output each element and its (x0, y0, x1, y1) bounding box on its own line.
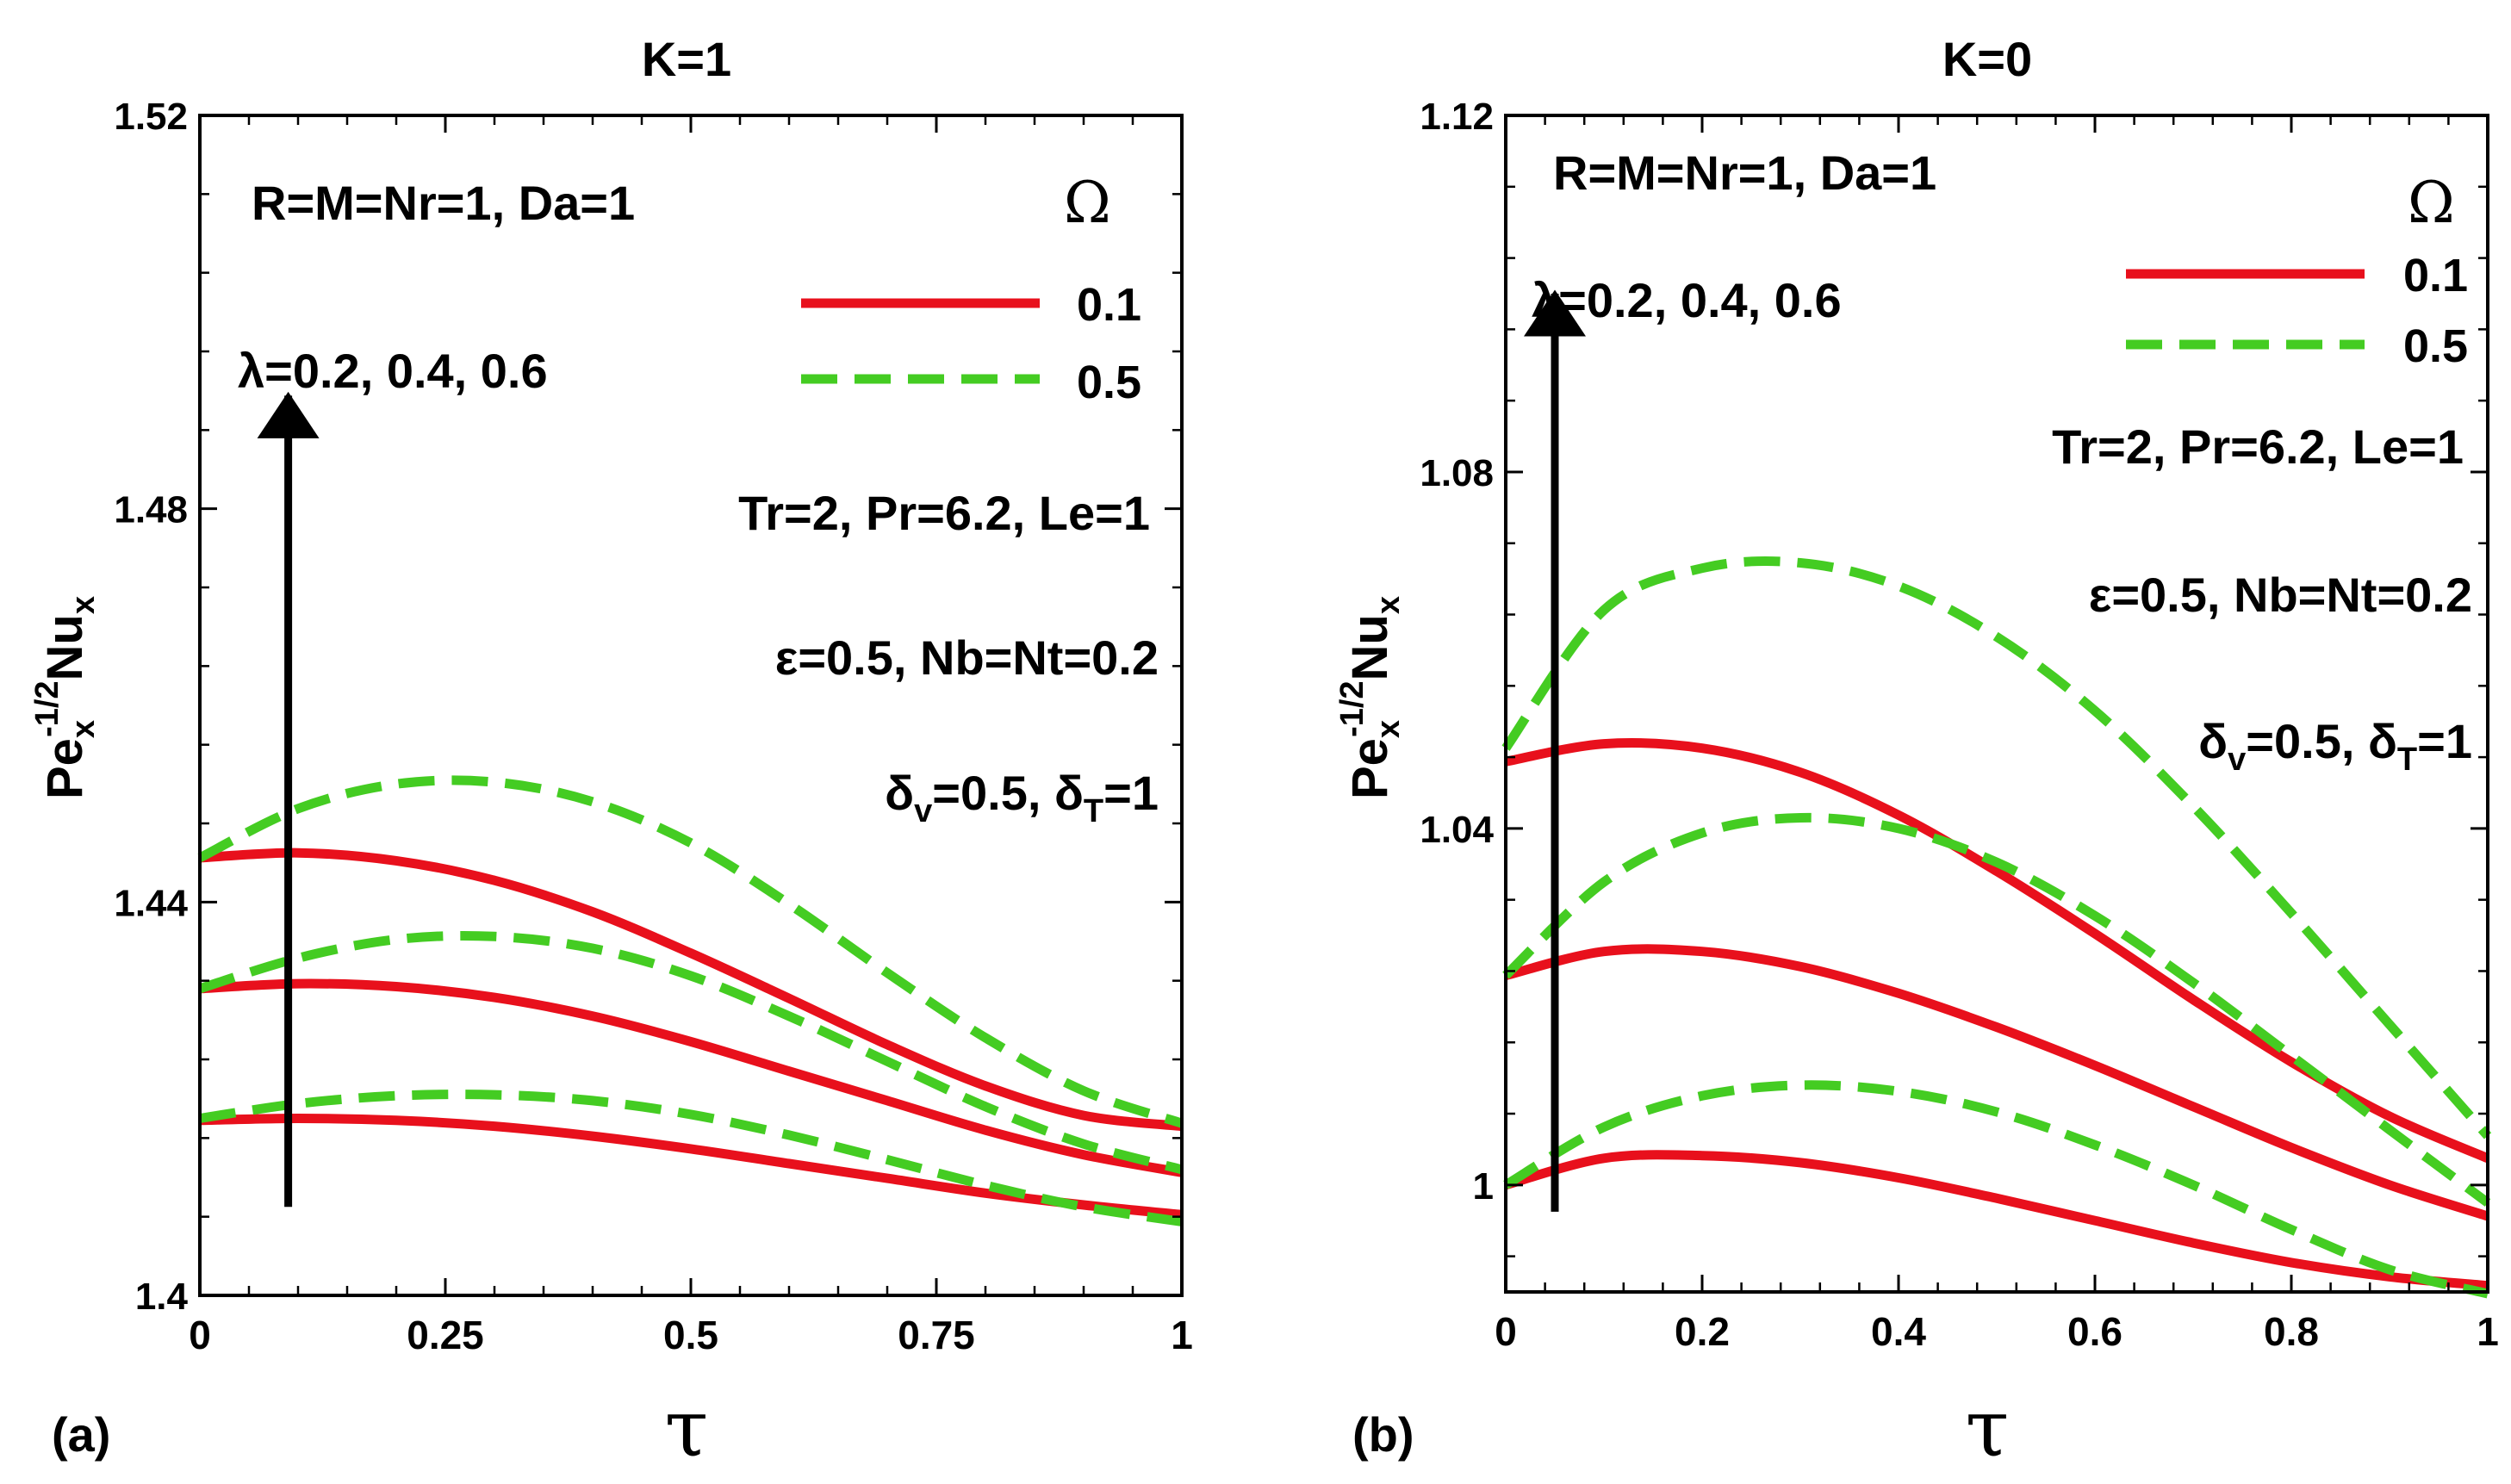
series-line-omega-0-5-lambda-0-6 (197, 775, 1184, 1128)
ylabel-sub-x: x (65, 720, 102, 738)
panel-b-annotation-delta: δv=0.5, δT=1 (2198, 714, 2472, 778)
ylabel-sub-x2: x (65, 596, 102, 614)
ylabel-nu: Nu (1342, 614, 1398, 680)
panel-a-legend-label-0-1: 0.1 (1077, 279, 1141, 331)
x-tick-label: 0.6 (2067, 1309, 2123, 1354)
panel-a-series (197, 775, 1184, 1226)
y-tick-label: 1 (1473, 1165, 1494, 1208)
delta-t-value: =1 (2417, 714, 2472, 768)
delta-t-sub: T (2397, 742, 2417, 778)
series-line-omega-0-1-lambda-0-4 (199, 978, 1183, 1177)
panel-b: 0 0.2 0.4 0.6 0.8 1 1 1.04 1.08 1.12 K=0 (b) τ Pe… (1334, 32, 2499, 1475)
panel-a-ylabel: Pex-1/2Nux (29, 596, 102, 799)
panel-a-label: (a) (52, 1407, 110, 1462)
ylabel-sub-x2: x (1370, 596, 1407, 614)
panel-b-plot-frame (1504, 114, 2489, 1294)
series-line-omega-0-1-lambda-0-6 (1504, 738, 2490, 1163)
panel-b-label: (b) (1352, 1407, 1414, 1462)
panel-a-title: K=1 (642, 32, 731, 86)
y-tick-label: 1.08 (1420, 452, 1494, 494)
series-line-omega-0-5-lambda-0-2 (1503, 1080, 2489, 1299)
x-tick-label: 0 (1495, 1309, 1517, 1354)
series-line-omega-0-1-lambda-0-2 (1504, 1150, 2489, 1291)
panel-a-ticks: 0 0.25 0.5 0.75 1 1.4 1.44 1.48 1.52 (114, 96, 1192, 1357)
panel-a-xlabel: τ (665, 1382, 709, 1475)
x-tick-label: 0.5 (663, 1313, 718, 1357)
series-line-omega-0-1-lambda-0-6 (199, 848, 1183, 1132)
panel-a-legend-title: Ω (1064, 170, 1111, 236)
panel-b-annotation-eps: ε=0.5, Nb=Nt=0.2 (2089, 568, 2472, 622)
delta-t-symbol: δ (2368, 714, 2397, 768)
y-tick-label: 1.4 (135, 1276, 189, 1318)
panel-b-ylabel: Pex-1/2Nux (1334, 596, 1407, 799)
panel-b-annotation-params2: Tr=2, Pr=6.2, Le=1 (2052, 419, 2464, 474)
x-tick-label: 0.8 (2264, 1309, 2319, 1354)
panel-a-annotation-params2: Tr=2, Pr=6.2, Le=1 (738, 486, 1150, 540)
panel-a-annotation-delta: δv=0.5, δT=1 (885, 766, 1159, 829)
panel-a-legend-label-0-5: 0.5 (1077, 357, 1141, 408)
delta-t-value: =1 (1103, 766, 1159, 820)
ylabel-sup: -1/2 (1334, 680, 1370, 736)
panel-a-annotation-params1: R=M=Nr=1, Da=1 (252, 176, 635, 230)
delta-v-symbol: δ (885, 766, 914, 820)
delta-v-symbol: δ (2198, 714, 2228, 768)
panel-b-title: K=0 (1942, 32, 2032, 86)
series-line-omega-0-5-lambda-0-4 (1502, 812, 2491, 1207)
y-tick-label: 1.12 (1420, 96, 1494, 138)
panel-b-xlabel: τ (1966, 1382, 2010, 1475)
y-tick-label: 1.44 (114, 882, 188, 924)
panel-b-legend-label-0-1: 0.1 (2403, 250, 2468, 301)
delta-t-sub: T (1084, 793, 1103, 829)
series-line-omega-0-5-lambda-0-6 (1501, 556, 2492, 1139)
ylabel-pe: Pe (1342, 738, 1398, 799)
y-tick-label: 1.04 (1420, 809, 1494, 851)
delta-v-sub: v (2228, 742, 2246, 778)
series-line-omega-0-1-lambda-0-2 (199, 1114, 1183, 1220)
series-line-omega-0-1-lambda-0-4 (1504, 944, 2489, 1221)
series-line-omega-0-5-lambda-0-2 (199, 1090, 1183, 1226)
delta-v-value: =0.5, (932, 766, 1054, 820)
panel-b-series (1501, 556, 2492, 1299)
x-tick-label: 0.2 (1675, 1309, 1730, 1354)
panel-b-annotation-lambda: λ=0.2, 0.4, 0.6 (1532, 273, 1842, 327)
ylabel-sup: -1/2 (29, 680, 65, 736)
ylabel-pe: Pe (37, 738, 93, 799)
x-tick-label: 1 (1171, 1313, 1193, 1357)
delta-t-symbol: δ (1054, 766, 1084, 820)
panel-a: 0 0.25 0.5 0.75 1 1.4 1.44 1.48 1.52 K=1 (a) τ P… (29, 32, 1193, 1475)
panel-b-ticks: 0 0.2 0.4 0.6 0.8 1 1 1.04 1.08 1.12 (1420, 96, 2498, 1354)
panel-b-legend-title: Ω (2408, 170, 2455, 236)
delta-v-sub: v (914, 793, 932, 829)
y-tick-label: 1.48 (114, 489, 188, 531)
panel-a-annotation-eps: ε=0.5, Nb=Nt=0.2 (775, 630, 1159, 685)
panel-a-annotation-lambda: λ=0.2, 0.4, 0.6 (238, 344, 548, 398)
series-line-omega-0-5-lambda-0-4 (198, 931, 1184, 1175)
ylabel-sub-x: x (1370, 720, 1407, 738)
panel-b-annotation-params1: R=M=Nr=1, Da=1 (1553, 146, 1936, 200)
x-tick-label: 0.25 (407, 1313, 484, 1357)
panel-b-legend-label-0-5: 0.5 (2403, 320, 2468, 372)
x-tick-label: 0.75 (898, 1313, 975, 1357)
x-tick-label: 1 (2477, 1309, 2499, 1354)
x-tick-label: 0.4 (1871, 1309, 1926, 1354)
ylabel-nu: Nu (37, 614, 93, 680)
delta-v-value: =0.5, (2246, 714, 2368, 768)
x-tick-label: 0 (189, 1313, 211, 1357)
y-tick-label: 1.52 (114, 96, 188, 138)
